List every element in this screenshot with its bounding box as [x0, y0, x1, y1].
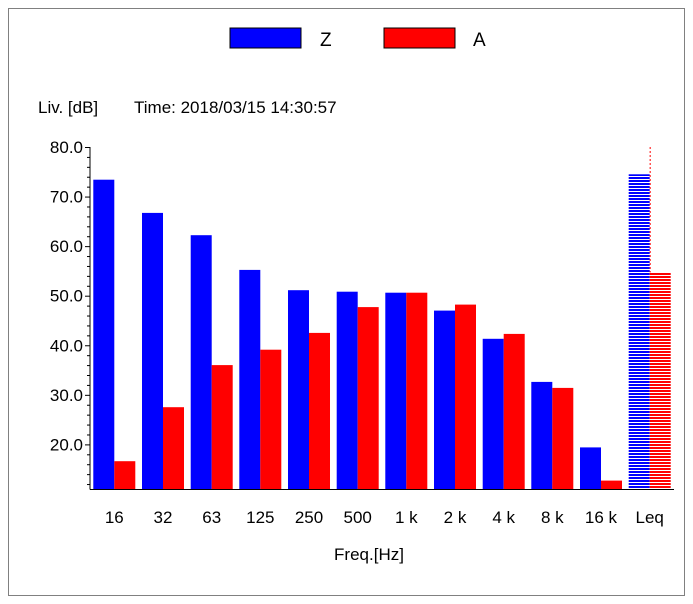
bars	[93, 147, 671, 490]
x-tick-label: 16	[105, 508, 124, 527]
y-ticks: 20.0 30.0 40.0 50.0 60.0 70.0 80.0	[50, 138, 90, 486]
x-tick-label: 4 k	[492, 508, 515, 527]
chart-frame: Z A Liv. [dB] Time: 2018/03/15 14:30:57 …	[8, 8, 685, 596]
bar-a-125	[260, 349, 282, 489]
x-tick-label: 8 k	[541, 508, 564, 527]
x-tick-label: 2 k	[444, 508, 467, 527]
bar-z-63	[190, 235, 212, 489]
timestamp: Time: 2018/03/15 14:30:57	[134, 98, 337, 117]
legend-swatch-a	[383, 27, 456, 49]
y-tick-label: 50.0	[50, 287, 83, 306]
x-tick-label: 125	[246, 508, 274, 527]
y-tick-label: 30.0	[50, 386, 83, 405]
bar-a-500	[357, 307, 379, 489]
bar-a-1k	[406, 292, 428, 489]
bar-a-4k	[503, 333, 525, 489]
spectrum-chart: Z A Liv. [dB] Time: 2018/03/15 14:30:57 …	[38, 27, 674, 564]
bar-a-8k	[552, 387, 574, 489]
y-tick-label: 70.0	[50, 188, 83, 207]
bar-z-32	[142, 212, 163, 489]
bar-a-16	[114, 461, 136, 489]
x-tick-label: 32	[154, 508, 173, 527]
x-tick-label: 16 k	[585, 508, 618, 527]
x-tick-label: 500	[344, 508, 372, 527]
y-tick-label: 20.0	[50, 435, 83, 454]
bar-z-1k	[385, 292, 407, 489]
axes	[89, 147, 674, 490]
bar-z-500	[336, 291, 358, 489]
bar-z-250	[288, 290, 309, 489]
x-axis-label: Freq.[Hz]	[334, 545, 404, 564]
x-tick-label: 1 k	[395, 508, 418, 527]
bar-z-Leq	[628, 174, 650, 490]
legend-label-a: A	[473, 30, 486, 51]
x-ticks: 16 32 63 125 250 500 1 k 2 k 4 k 8 k 16 k Leq	[105, 508, 664, 527]
bar-z-16	[93, 179, 115, 489]
bar-a-250	[309, 332, 330, 489]
bar-a-32	[163, 407, 184, 489]
bar-z-16k	[580, 447, 601, 489]
y-tick-label: 40.0	[50, 336, 83, 355]
bar-z-125	[239, 269, 261, 489]
bar-z-4k	[482, 338, 504, 489]
x-tick-label: 250	[295, 508, 323, 527]
y-axis-label: Liv. [dB]	[38, 98, 98, 117]
legend: Z A	[229, 27, 486, 51]
bar-a-2k	[455, 304, 476, 489]
y-tick-label: 80.0	[50, 138, 83, 157]
legend-swatch-z	[229, 27, 302, 49]
legend-label-z: Z	[320, 30, 332, 51]
bar-a-Leq	[649, 272, 671, 489]
x-tick-label: 63	[202, 508, 221, 527]
bar-a-16k	[601, 480, 622, 489]
bar-a-63	[211, 365, 233, 489]
bar-z-2k	[434, 310, 455, 489]
x-tick-label: Leq	[636, 508, 664, 527]
y-tick-label: 60.0	[50, 237, 83, 256]
bar-z-8k	[531, 381, 553, 489]
